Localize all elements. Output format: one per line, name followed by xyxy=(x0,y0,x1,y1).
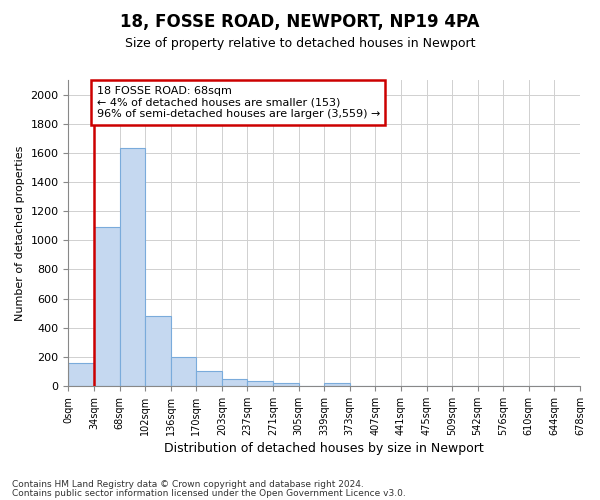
Bar xyxy=(171,357,196,386)
Bar xyxy=(145,316,171,386)
Text: 18 FOSSE ROAD: 68sqm
← 4% of detached houses are smaller (153)
96% of semi-detac: 18 FOSSE ROAD: 68sqm ← 4% of detached ho… xyxy=(97,86,380,119)
Y-axis label: Number of detached properties: Number of detached properties xyxy=(15,146,25,320)
Bar xyxy=(324,383,350,386)
Bar xyxy=(68,362,94,386)
Bar xyxy=(222,380,247,386)
Bar xyxy=(196,372,222,386)
Text: Contains public sector information licensed under the Open Government Licence v3: Contains public sector information licen… xyxy=(12,488,406,498)
Text: Contains HM Land Registry data © Crown copyright and database right 2024.: Contains HM Land Registry data © Crown c… xyxy=(12,480,364,489)
Bar xyxy=(247,381,273,386)
Text: 18, FOSSE ROAD, NEWPORT, NP19 4PA: 18, FOSSE ROAD, NEWPORT, NP19 4PA xyxy=(120,12,480,30)
Text: Size of property relative to detached houses in Newport: Size of property relative to detached ho… xyxy=(125,38,475,51)
Bar xyxy=(94,227,119,386)
Bar xyxy=(119,148,145,386)
Bar xyxy=(273,383,299,386)
X-axis label: Distribution of detached houses by size in Newport: Distribution of detached houses by size … xyxy=(164,442,484,455)
